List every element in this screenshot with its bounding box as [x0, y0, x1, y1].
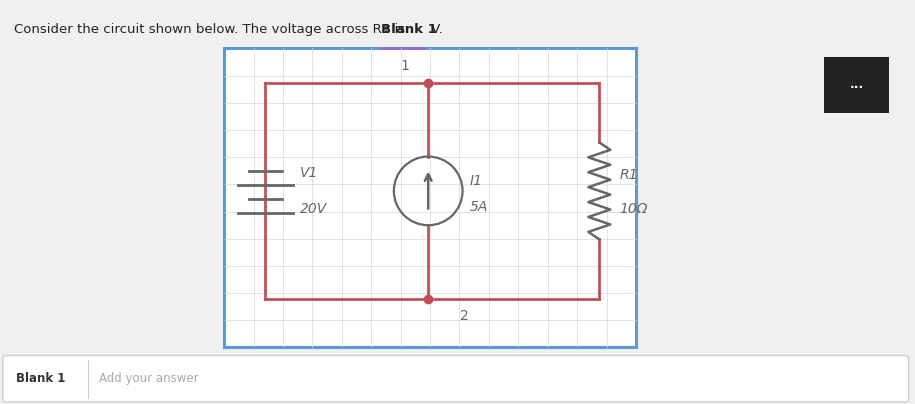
- Text: 10Ω: 10Ω: [619, 202, 648, 216]
- Text: 5A: 5A: [470, 200, 489, 214]
- Text: I1: I1: [470, 174, 483, 188]
- Text: Add your answer: Add your answer: [99, 372, 199, 385]
- Text: Consider the circuit shown below. The voltage across R1 is: Consider the circuit shown below. The vo…: [14, 23, 409, 36]
- Text: V1: V1: [300, 166, 318, 180]
- Text: 20V: 20V: [300, 202, 328, 216]
- FancyBboxPatch shape: [3, 356, 909, 402]
- Text: 1: 1: [401, 59, 410, 73]
- Text: 2: 2: [460, 309, 469, 323]
- Bar: [224, 48, 636, 347]
- Text: V.: V.: [426, 23, 442, 36]
- Text: Blank 1: Blank 1: [381, 23, 436, 36]
- Text: Blank 1: Blank 1: [16, 372, 66, 385]
- Text: R1: R1: [619, 168, 638, 182]
- Bar: [824, 57, 889, 113]
- Text: ...: ...: [849, 78, 864, 91]
